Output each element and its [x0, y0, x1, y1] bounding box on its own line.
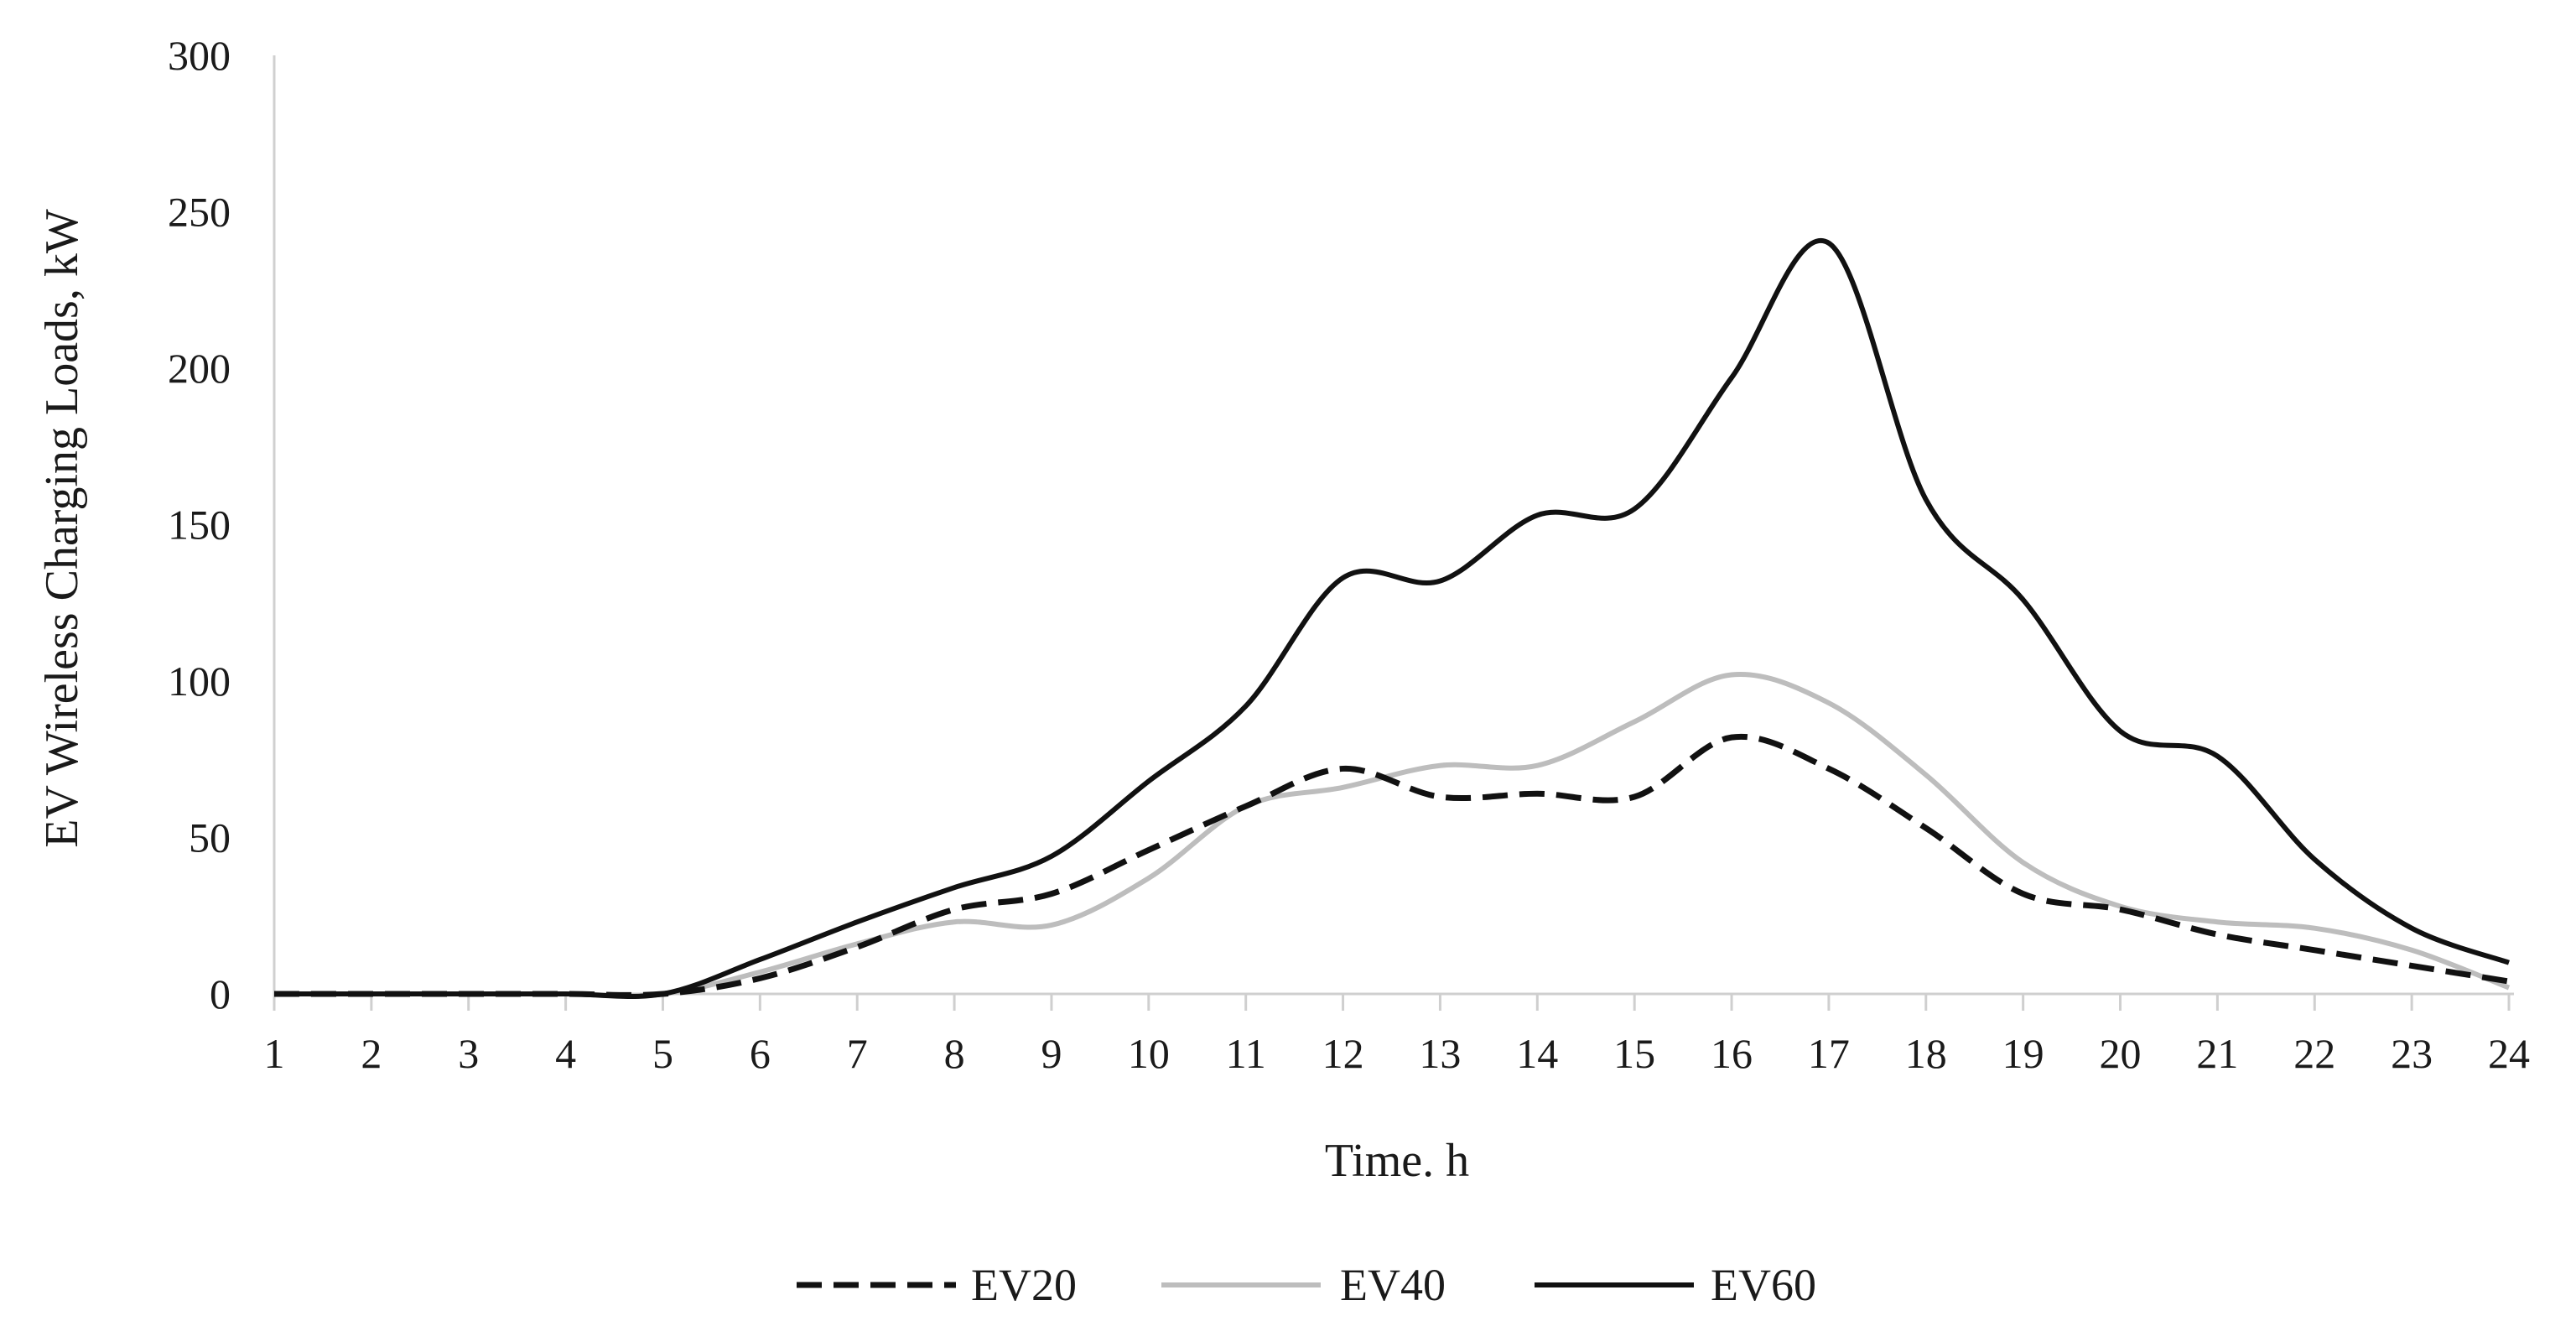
x-tick-label: 6	[750, 1030, 771, 1077]
x-tick-label: 8	[944, 1030, 965, 1077]
x-tick-label: 9	[1041, 1030, 1062, 1077]
x-tick-label: 16	[1711, 1030, 1753, 1077]
legend-label-ev60: EV60	[1711, 1260, 1816, 1310]
y-tick-label: 150	[168, 502, 231, 549]
x-tick-label: 18	[1905, 1030, 1947, 1077]
series-line-ev40	[274, 672, 2511, 998]
x-tick-label: 15	[1613, 1030, 1655, 1077]
x-tick-label: 24	[2488, 1030, 2530, 1077]
x-tick-label: 12	[1322, 1030, 1364, 1077]
x-tick-label: 22	[2293, 1030, 2335, 1077]
x-tick-label: 5	[652, 1030, 673, 1077]
legend-label-ev20: EV20	[971, 1260, 1077, 1310]
x-tick-label: 1	[264, 1030, 285, 1077]
x-tick-label: 17	[1808, 1030, 1850, 1077]
x-tick-label: 7	[847, 1030, 868, 1077]
series-line-ev60	[274, 238, 2511, 1000]
x-tick-label: 14	[1516, 1030, 1558, 1077]
y-tick-label: 200	[168, 345, 231, 392]
y-tick-label: 250	[168, 189, 231, 236]
x-tick-label: 21	[2196, 1030, 2238, 1077]
legend-label-ev40: EV40	[1340, 1260, 1446, 1310]
x-tick-label: 3	[458, 1030, 479, 1077]
y-axis-ticks: 0 50 100 150 200 250 300	[168, 32, 231, 1017]
y-axis-title: EV Wireless Charging Loads, kW	[36, 209, 88, 848]
y-tick-label: 100	[168, 658, 231, 705]
series-lines	[274, 238, 2511, 1000]
x-tick-label: 13	[1419, 1030, 1461, 1077]
x-tick-label: 19	[2002, 1030, 2044, 1077]
x-axis-title: Time. h	[1325, 1135, 1469, 1187]
y-tick-label: 300	[168, 32, 231, 79]
y-tick-label: 0	[210, 970, 231, 1017]
x-tick-label: 11	[1226, 1030, 1266, 1077]
y-tick-label: 50	[189, 814, 231, 861]
x-tick-label: 2	[361, 1030, 382, 1077]
x-tick-label: 10	[1128, 1030, 1170, 1077]
x-axis-ticks: 1 2 3 4 5 6 7 8 9 10 11 12 13 14 15 16 17 18 19 20 21 22 23 24	[264, 994, 2530, 1077]
x-tick-label: 20	[2100, 1030, 2142, 1077]
x-tick-label: 23	[2391, 1030, 2433, 1077]
legend: EV20 EV40 EV60	[797, 1260, 1816, 1310]
x-tick-label: 4	[555, 1030, 576, 1077]
axes	[273, 55, 2514, 996]
